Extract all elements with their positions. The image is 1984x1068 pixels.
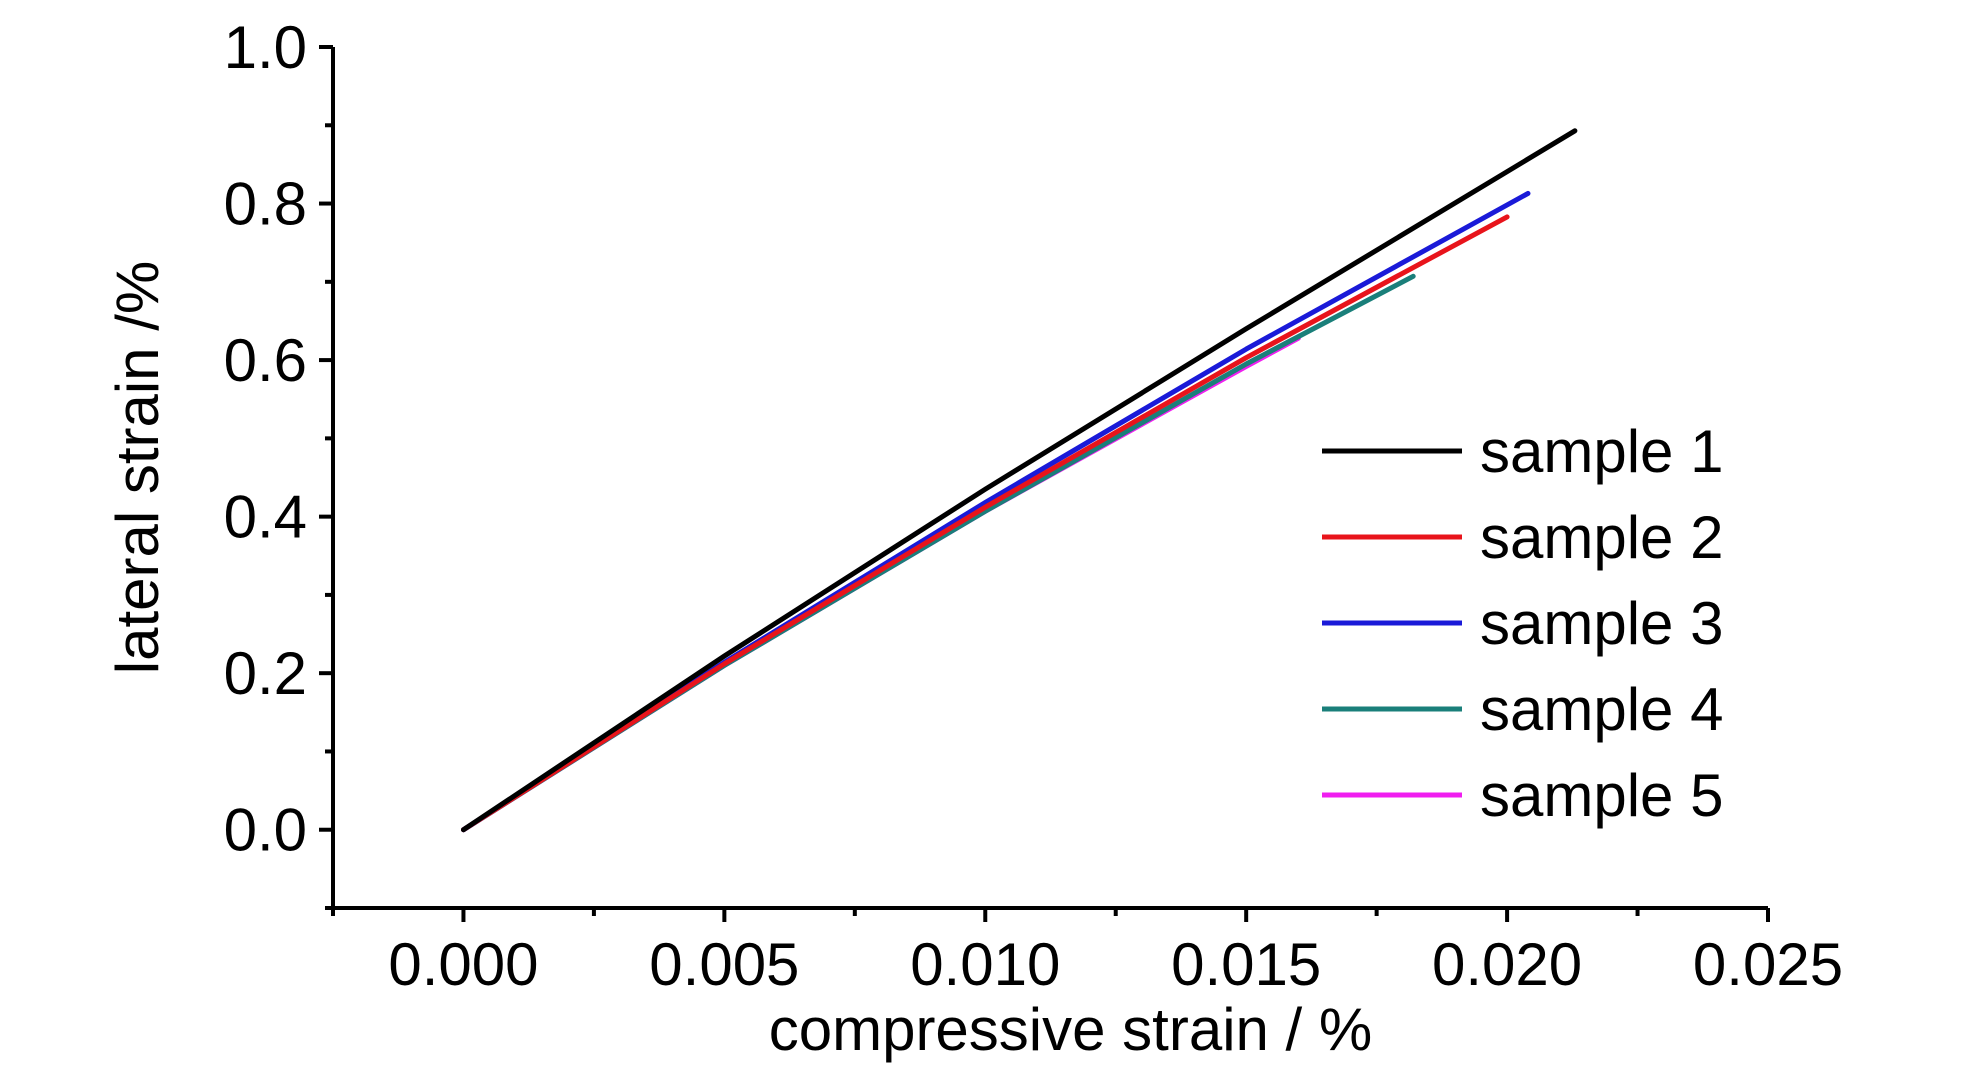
legend-label-4: sample 4 — [1480, 676, 1723, 743]
series-line-4 — [461, 273, 1416, 833]
legend-label-2: sample 2 — [1480, 504, 1723, 571]
x-axis-title: compressive strain / % — [769, 996, 1373, 1063]
x-tick-label: 0.010 — [910, 931, 1060, 998]
legend-label-5: sample 5 — [1480, 762, 1723, 829]
x-tick-label: 0.005 — [649, 931, 799, 998]
y-tick-label: 0.0 — [224, 797, 307, 864]
axes: 0.00.20.40.60.81.0 0.000 0.005 0.010 0.015 0… — [224, 14, 1844, 998]
x-tick-label: 0.025 — [1693, 931, 1843, 998]
series-line-3 — [461, 190, 1531, 833]
x-tick-label: 0.015 — [1171, 931, 1321, 998]
x-tick-label: 0.000 — [388, 931, 538, 998]
legend-label-1: sample 1 — [1480, 418, 1723, 485]
y-tick-label: 1.0 — [224, 14, 307, 81]
series-line-1 — [461, 128, 1578, 833]
y-axis-title: lateral strain /% — [104, 261, 171, 675]
x-tick-label: 0.020 — [1432, 931, 1582, 998]
x-ticks: 0.000 0.005 0.010 0.015 0.020 0.025 — [331, 908, 1843, 998]
legend: sample 1 sample 2 sample 3 sample 4 sample 5 — [1322, 418, 1723, 829]
legend-label-3: sample 3 — [1480, 590, 1723, 657]
series-line-5 — [461, 335, 1301, 833]
series-line-2 — [461, 214, 1510, 833]
y-tick-label: 0.8 — [224, 171, 307, 238]
y-tick-label: 0.2 — [224, 640, 307, 707]
series-layer — [461, 128, 1578, 833]
y-tick-label: 0.4 — [224, 484, 307, 551]
y-tick-label: 0.6 — [224, 327, 307, 394]
y-ticks: 0.0 0.2 0.4 0.6 0.8 1.0 — [224, 14, 333, 910]
